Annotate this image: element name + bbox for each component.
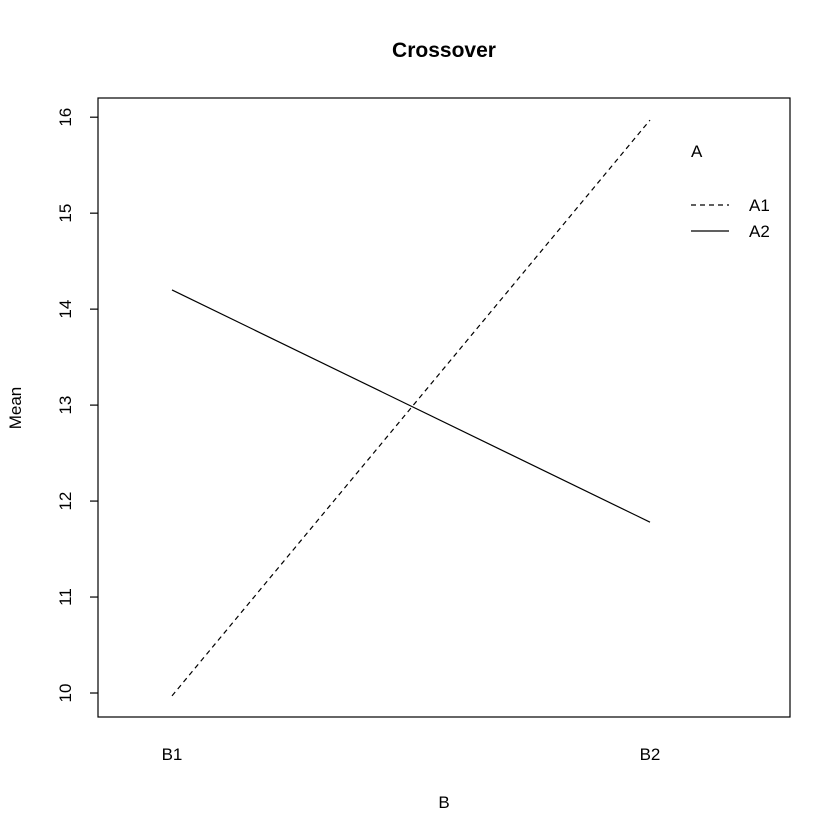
legend-title: A: [691, 142, 703, 161]
chart-title: Crossover: [392, 39, 496, 62]
series-layer: [171, 119, 651, 697]
y-axis: 10 11 12 13 14 15 16: [56, 108, 98, 703]
y-tick-label: 12: [56, 492, 75, 511]
legend: A A1 A2: [691, 142, 770, 241]
y-tick-label: 14: [56, 300, 75, 319]
x-axis: B1 B2: [162, 745, 661, 764]
y-axis-label: Mean: [6, 387, 25, 430]
x-axis-label: B: [438, 793, 449, 812]
y-tick-label: 16: [56, 108, 75, 127]
legend-label-a1: A1: [749, 196, 770, 215]
series-line-a1: [171, 119, 651, 697]
y-tick-label: 11: [56, 588, 75, 606]
x-tick-label: B2: [640, 745, 661, 764]
legend-label-a2: A2: [749, 222, 770, 241]
y-tick-label: 15: [56, 204, 75, 223]
y-tick-label: 10: [56, 684, 75, 703]
x-tick-label: B1: [162, 745, 183, 764]
series-line-a2: [171, 289, 651, 523]
plot-frame: [97, 97, 791, 718]
y-tick-label: 13: [56, 396, 75, 415]
